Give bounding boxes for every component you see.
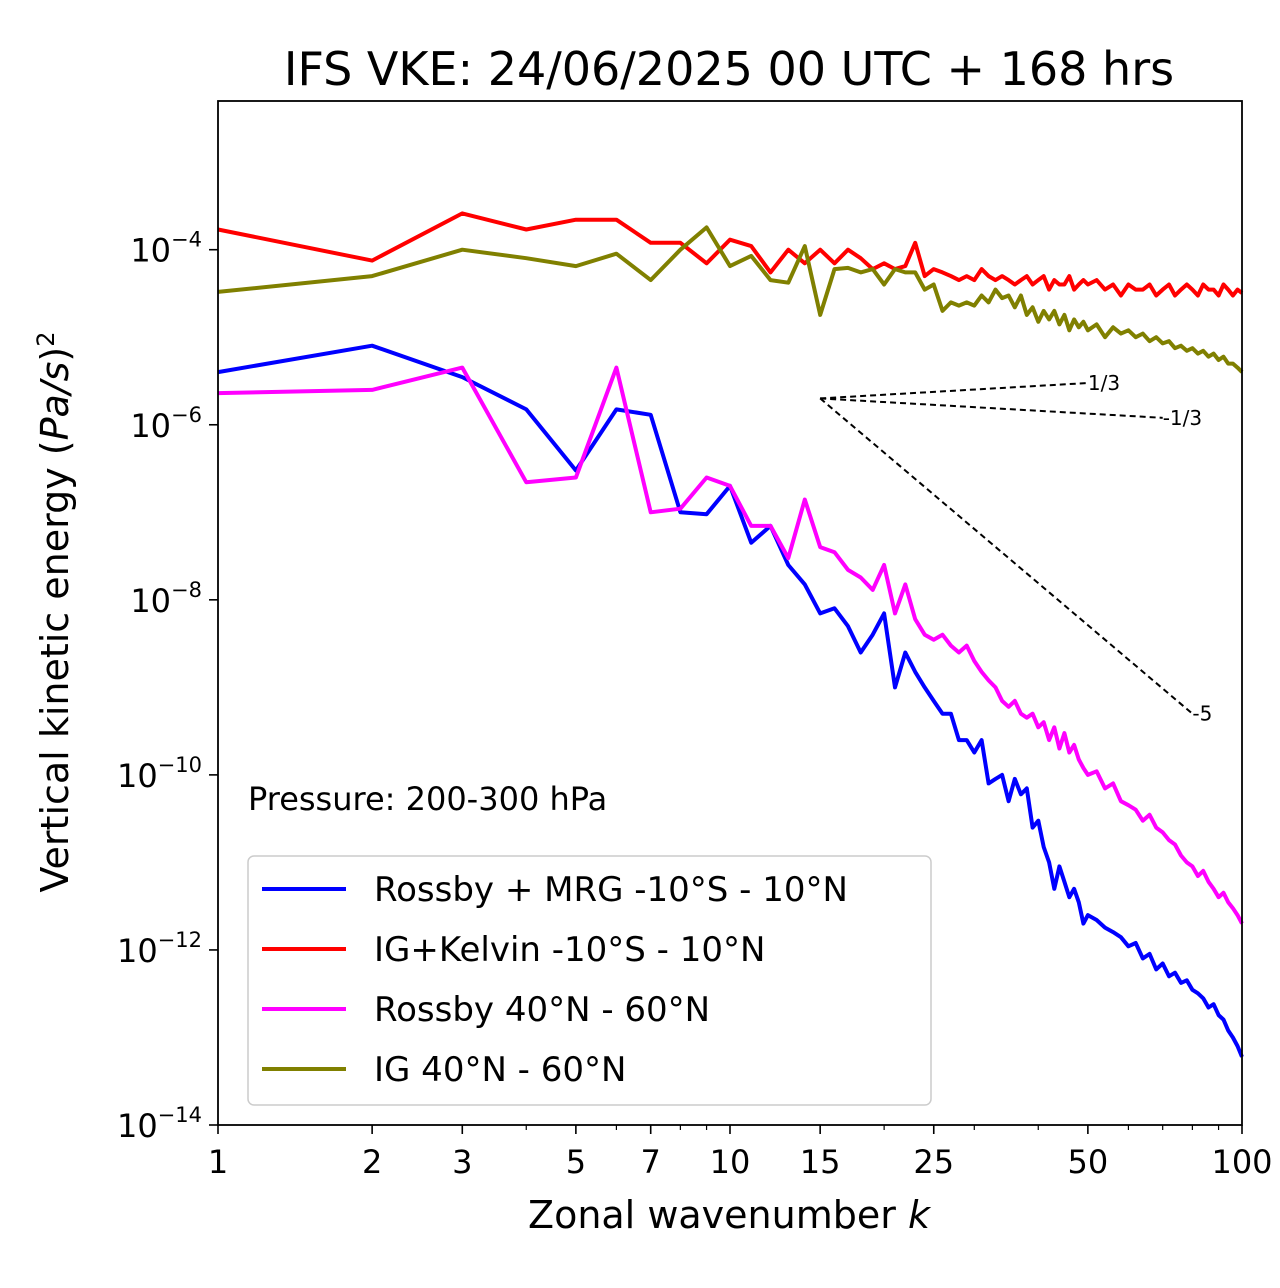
slope-label: 1/3 bbox=[1088, 371, 1120, 395]
series-line-ig-40-n-60-n bbox=[217, 225, 1244, 374]
legend-label: Rossby 40°N - 60°N bbox=[374, 990, 710, 1030]
slope-reference-lines: 1/3 -1/3 -5 bbox=[819, 371, 1212, 726]
y-tick-base: 10 bbox=[130, 407, 171, 445]
slope-line-1-3 bbox=[820, 397, 1163, 419]
y-tick-label: 10−14 bbox=[117, 1103, 202, 1145]
y-tick-exponent: −6 bbox=[171, 403, 202, 427]
series-line-rossby-mrg-10-s-10-n bbox=[217, 343, 1244, 1058]
y-tick-exponent: −14 bbox=[158, 1103, 202, 1127]
y-tick-exponent: −12 bbox=[158, 928, 202, 952]
pressure-annotation: Pressure: 200-300 hPa bbox=[248, 780, 607, 818]
x-tick-label: 1 bbox=[208, 1143, 228, 1181]
series-line-rossby-40-n-60-n bbox=[217, 365, 1244, 925]
slope-label: -5 bbox=[1192, 702, 1212, 726]
slope-line-5 bbox=[819, 397, 1194, 715]
x-axis: 1 2 3 5 7 10 15 25 50 100 bbox=[208, 1125, 1273, 1181]
chart-title: IFS VKE: 24/06/2025 00 UTC + 168 hrs bbox=[284, 42, 1174, 96]
y-axis-label-italic: Pa/s bbox=[33, 362, 77, 441]
x-tick-label: 7 bbox=[641, 1143, 661, 1181]
y-tick-label: 10−6 bbox=[130, 403, 202, 445]
legend: Rossby + MRG -10°S - 10°N IG+Kelvin -10°S… bbox=[247, 855, 932, 1106]
y-axis-label-end: ) bbox=[33, 347, 77, 362]
y-tick-exponent: −4 bbox=[171, 228, 202, 252]
x-axis-label-italic: k bbox=[908, 1193, 932, 1237]
legend-box bbox=[247, 855, 932, 1106]
y-axis-label: Vertical kinetic energy (Pa/s)2 bbox=[32, 331, 77, 892]
x-tick-label: 100 bbox=[1211, 1143, 1272, 1181]
y-tick-label: 10−4 bbox=[130, 228, 202, 270]
series-layer bbox=[217, 211, 1244, 1058]
y-tick-base: 10 bbox=[117, 757, 158, 795]
legend-label: IG+Kelvin -10°S - 10°N bbox=[374, 930, 765, 970]
x-tick-label: 50 bbox=[1068, 1143, 1109, 1181]
slope-label: -1/3 bbox=[1163, 406, 1202, 430]
legend-label: Rossby + MRG -10°S - 10°N bbox=[374, 870, 848, 910]
y-tick-label: 10−12 bbox=[117, 928, 202, 970]
x-axis-label-main: Zonal wavenumber bbox=[528, 1193, 908, 1237]
legend-label: IG 40°N - 60°N bbox=[374, 1050, 626, 1090]
x-tick-label: 5 bbox=[566, 1143, 586, 1181]
y-axis-label-main: Vertical kinetic energy ( bbox=[33, 440, 77, 892]
y-tick-base: 10 bbox=[130, 232, 171, 270]
plot-frame bbox=[217, 100, 1243, 1126]
y-axis-label-sup: 2 bbox=[32, 331, 60, 346]
y-tick-base: 10 bbox=[130, 582, 171, 620]
y-tick-label: 10−8 bbox=[130, 578, 202, 620]
x-tick-label: 3 bbox=[452, 1143, 472, 1181]
x-tick-label: 25 bbox=[913, 1143, 954, 1181]
y-tick-base: 10 bbox=[117, 932, 158, 970]
y-tick-exponent: −10 bbox=[158, 753, 202, 777]
series-line-ig-kelvin-10-s-10-n bbox=[217, 211, 1244, 298]
y-tick-base: 10 bbox=[117, 1107, 158, 1145]
x-tick-label: 2 bbox=[362, 1143, 382, 1181]
y-tick-label: 10−10 bbox=[117, 753, 202, 795]
y-tick-exponent: −8 bbox=[171, 578, 202, 602]
x-tick-label: 15 bbox=[800, 1143, 841, 1181]
slope-line-1-3 bbox=[820, 382, 1088, 400]
x-tick-label: 10 bbox=[710, 1143, 751, 1181]
x-axis-label: Zonal wavenumber k bbox=[528, 1193, 932, 1237]
